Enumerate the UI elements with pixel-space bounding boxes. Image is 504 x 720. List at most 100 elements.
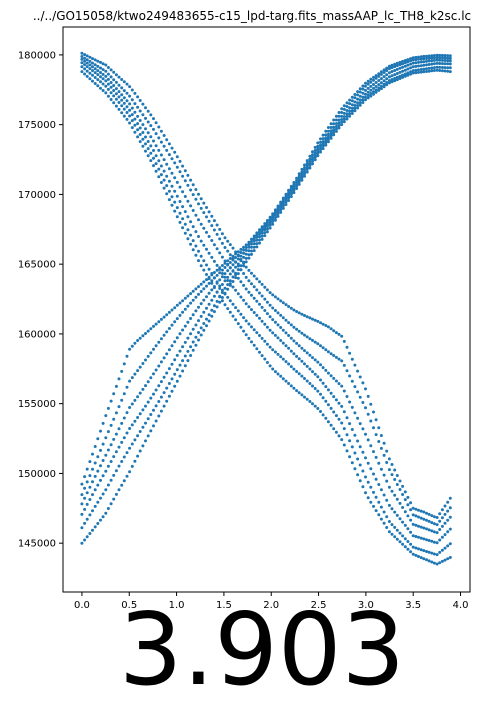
data-point-ascending [228,257,232,260]
data-point-descending [289,306,293,310]
data-point-descending [106,72,110,76]
data-point-descending [80,61,84,65]
data-point-descending [374,477,378,481]
data-point-ascending [430,59,434,63]
data-point-ascending [173,384,177,388]
data-point-ascending [417,60,420,64]
data-point-ascending [141,334,145,338]
data-point-ascending [443,69,447,73]
data-point-ascending [133,459,137,463]
data-point-descending [244,275,248,279]
data-point-descending [443,521,447,525]
data-point-ascending [159,380,163,384]
data-point-descending [152,164,155,168]
data-point-descending [136,95,140,99]
data-point-ascending [292,181,296,184]
data-point-descending [419,525,423,529]
data-point-ascending [353,93,357,96]
data-point-descending [138,99,142,102]
data-point-descending [440,516,444,520]
data-point-ascending [255,242,259,246]
data-point-ascending [218,295,222,299]
data-point-ascending [175,317,179,321]
data-point-descending [356,457,360,461]
data-point-ascending [417,64,420,68]
data-point-descending [300,374,304,378]
data-point-ascending [85,480,89,484]
data-point-descending [106,82,110,86]
data-point-descending [175,155,179,159]
data-point-ascending [212,310,216,314]
data-point-descending [398,501,402,505]
data-point-descending [242,298,246,302]
data-point-descending [218,251,222,255]
data-point-descending [409,518,413,522]
data-point-descending [186,199,190,203]
data-point-ascending [364,98,367,102]
data-point-ascending [374,85,378,88]
data-point-descending [223,259,227,263]
data-point-descending [255,331,259,335]
data-point-descending [167,198,171,202]
data-point-descending [398,479,402,483]
data-point-descending [279,299,283,303]
data-point-descending [159,129,163,133]
data-point-ascending [258,230,261,234]
data-point-descending [281,341,285,345]
data-point-descending [337,357,341,361]
data-point-descending [329,374,333,378]
data-point-ascending [265,227,269,231]
data-point-ascending [353,100,357,104]
data-point-ascending [432,54,436,57]
data-point-descending [353,385,357,389]
data-point-ascending [260,234,264,238]
data-point-descending [162,158,166,162]
data-point-descending [287,362,291,366]
data-point-ascending [83,538,87,542]
data-point-descending [337,332,341,336]
data-point-ascending [425,63,428,67]
data-point-ascending [183,307,187,311]
data-point-ascending [435,56,439,60]
data-point-ascending [369,84,373,88]
data-point-ascending [199,282,203,286]
data-point-ascending [191,348,195,352]
data-point-ascending [157,400,161,403]
data-point-ascending [138,412,142,416]
data-point-descending [430,551,434,555]
data-point-descending [342,339,346,343]
data-point-ascending [427,59,431,63]
data-point-ascending [239,254,243,258]
data-point-descending [324,368,328,372]
data-point-ascending [372,78,375,82]
data-point-descending [255,277,259,281]
data-point-descending [205,247,208,251]
data-point-descending [348,400,352,404]
data-point-descending [387,485,391,489]
data-point-descending [409,508,413,512]
data-point-descending [220,241,224,245]
data-point-ascending [279,208,283,212]
data-point-descending [99,75,102,79]
data-point-descending [326,325,330,329]
data-point-descending [284,360,288,364]
data-point-ascending [154,322,158,326]
data-point-ascending [281,198,285,202]
data-point-descending [340,334,344,338]
data-point-descending [85,58,89,62]
data-point-descending [440,559,444,563]
data-point-descending [350,445,354,449]
data-point-descending [432,530,436,534]
data-point-ascending [197,319,200,323]
data-point-ascending [186,320,190,324]
data-point-ascending [390,80,394,84]
data-point-ascending [210,279,214,283]
data-point-descending [443,512,447,516]
data-point-ascending [215,305,219,309]
data-point-descending [197,218,200,222]
data-point-ascending [287,188,291,192]
data-point-descending [93,71,97,75]
data-point-descending [141,144,145,148]
data-point-descending [144,127,147,131]
data-point-ascending [178,301,182,305]
